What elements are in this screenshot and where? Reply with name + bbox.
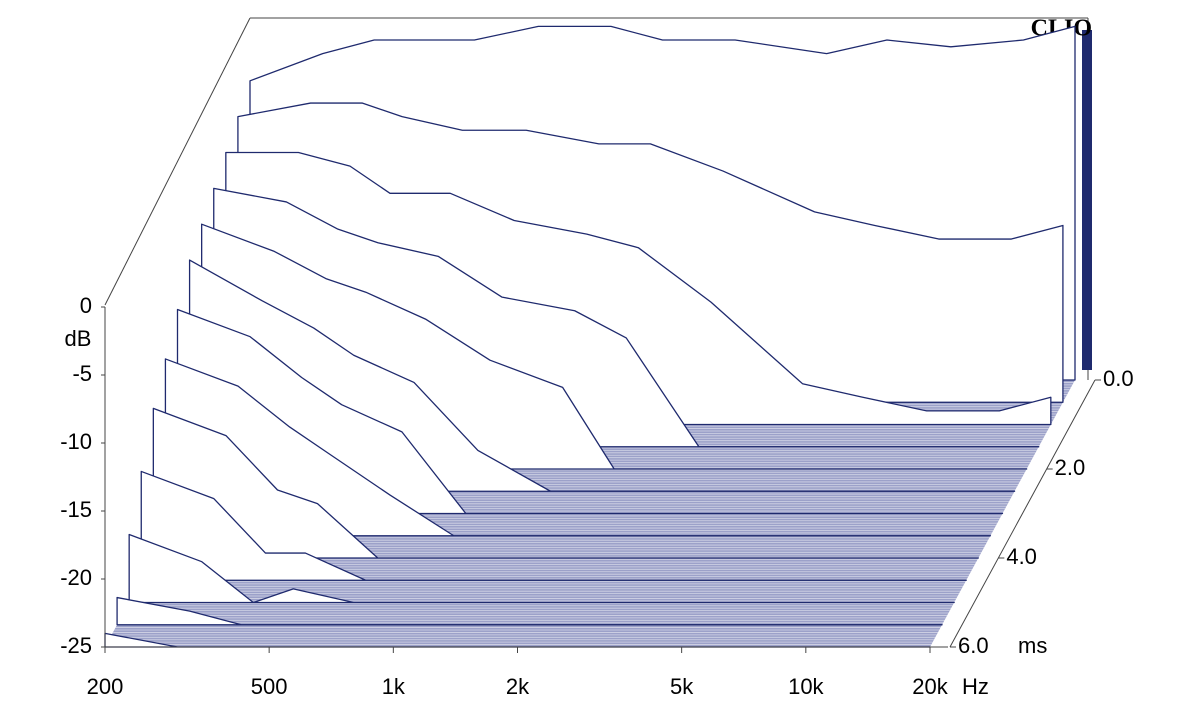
- x-tick-label: 2k: [506, 674, 530, 699]
- color-bar: [1082, 30, 1092, 370]
- slice: [164, 358, 992, 537]
- z-tick-label: 6.0: [958, 633, 989, 658]
- x-tick-label: 5k: [670, 674, 694, 699]
- y-tick-label: 0: [80, 293, 92, 318]
- x-unit: Hz: [962, 674, 989, 699]
- z-axis: [949, 379, 1096, 648]
- y-tick-label: -15: [60, 497, 92, 522]
- y-tick-label: -20: [60, 565, 92, 590]
- y-axis-label: dB: [65, 326, 92, 351]
- y-tick-label: -25: [60, 633, 92, 658]
- x-tick-label: 200: [87, 674, 124, 699]
- x-tick-label: 1k: [382, 674, 406, 699]
- slice: [116, 596, 943, 626]
- x-tick-label: 500: [251, 674, 288, 699]
- slice: [176, 308, 1004, 515]
- z-tick-label: 4.0: [1006, 544, 1037, 569]
- z-tick-label: 0.0: [1103, 366, 1134, 391]
- x-tick-label: 20k: [912, 674, 948, 699]
- y-tick-label: -5: [72, 361, 92, 386]
- slice: [140, 470, 967, 581]
- slice: [128, 533, 955, 604]
- z-tick-label: 2.0: [1055, 455, 1086, 480]
- y-tick-label: -10: [60, 429, 92, 454]
- z-unit: ms: [1018, 633, 1047, 658]
- x-tick-label: 10k: [788, 674, 824, 699]
- frame-edge: [104, 17, 251, 306]
